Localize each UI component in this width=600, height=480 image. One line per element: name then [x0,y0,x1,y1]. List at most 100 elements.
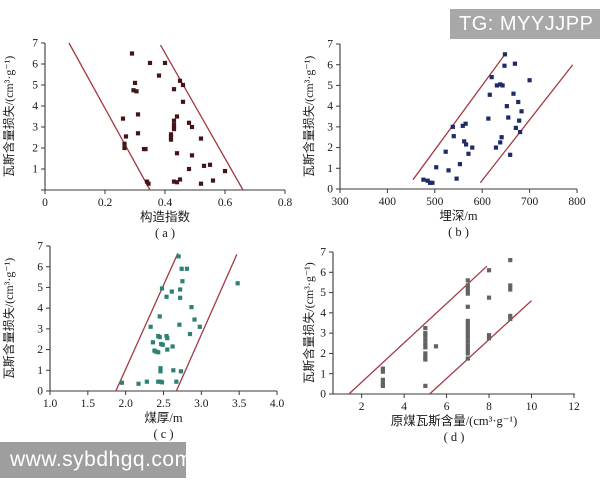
data-point [493,145,499,150]
axes-spines [339,44,577,190]
data-point [148,324,153,329]
data-point [423,338,428,343]
data-point [519,109,524,114]
watermark-top-right: TG: MYYJJPP [450,9,600,39]
data-point [423,331,428,336]
data-point [189,305,194,310]
data-point [189,153,195,158]
data-point [207,162,213,167]
data-point [446,168,451,173]
trend-line [115,252,179,392]
x-tick-label: 4 [401,401,407,413]
data-point [178,287,183,292]
data-point [423,351,428,356]
data-point [465,331,470,336]
data-point [171,87,177,92]
axes-spines [49,246,277,392]
y-tick-label: 5 [32,80,38,92]
y-tick-label: 1 [320,368,326,380]
data-point [146,181,151,186]
x-tick-label: 0.4 [158,197,173,209]
data-point [158,369,163,374]
data-point [499,135,504,140]
data-point [504,104,509,109]
data-point [171,179,177,184]
y-tick-label: 2 [327,142,333,154]
data-point [174,180,180,185]
x-tick-label: 1.5 [81,398,96,410]
x-tick-label: 300 [331,196,349,208]
data-point [186,166,192,172]
data-point [380,383,385,388]
data-point [465,283,470,288]
data-point [168,137,174,142]
data-point [517,118,522,123]
x-tick-label: 3.5 [232,398,247,410]
data-point [201,163,207,168]
y-tick-label: 3 [32,122,38,134]
data-point [454,176,459,181]
data-point [498,140,503,145]
data-point [512,61,518,66]
data-point [465,322,470,328]
data-point [463,121,468,126]
data-point [423,325,428,331]
data-point [511,91,516,96]
x-axis-label: 构造指数 [140,209,191,224]
y-tick-label: 4 [320,307,326,319]
x-tick-label: 2.0 [118,398,133,410]
axes-spines [332,252,575,395]
data-point [465,326,470,332]
data-point [508,258,513,263]
y-tick-label: 4 [32,101,38,113]
chart-panel-b: 0 1 2 3 4 5 6 7 300 400 500 600 700 800 埋深/m ( b ) 瓦斯含量损… [301,39,586,239]
data-point [186,120,192,125]
data-point [470,145,475,150]
y-tick-label: 6 [37,261,43,273]
x-tick-label: 10 [526,401,538,413]
data-point [235,281,240,286]
data-point [486,333,492,338]
data-point [135,131,141,136]
data-point [180,99,186,104]
data-point [159,380,165,385]
data-point [164,294,169,299]
data-point [129,51,135,56]
y-axis-label: 瓦斯含量损失/(cm³·g⁻¹) [301,56,316,178]
data-point [198,181,204,186]
data-point [465,351,470,356]
data-point [508,283,513,288]
data-point [189,124,195,130]
data-point [380,377,385,382]
data-point [168,132,174,137]
data-point [123,134,129,139]
chart-panel-a: 1 2 3 4 5 6 7 0 0.2 0.4 0.6 0.8 构造指数 ( a ) 瓦斯含量损失/(cm³… [1,38,292,240]
data-point [187,331,193,337]
data-point [500,83,505,88]
x-tick-label: 0 [42,197,48,209]
x-tick-label: 600 [474,196,492,208]
data-point [460,123,465,128]
data-point [421,177,426,182]
data-point [180,279,185,284]
data-point [147,60,153,66]
data-point [486,336,492,341]
data-point [508,313,513,318]
data-point [486,268,492,273]
trend-line [68,42,151,191]
data-point [423,342,428,347]
data-point [197,324,202,329]
data-point [508,287,513,292]
chart-panel-c: 0 1 2 3 4 5 6 7 1.0 1.5 2.0 2.5 3.0 3.5 4.0 煤厚/m ( c ) 瓦斯… [1,241,284,441]
data-point [462,139,467,144]
data-point [463,142,469,147]
data-point [177,177,183,182]
data-point [423,357,428,362]
data-point [486,116,491,121]
data-point [136,381,141,386]
x-tick-label: 700 [521,196,539,208]
watermark-bottom-left: www.sybdhgq.com [0,442,186,478]
